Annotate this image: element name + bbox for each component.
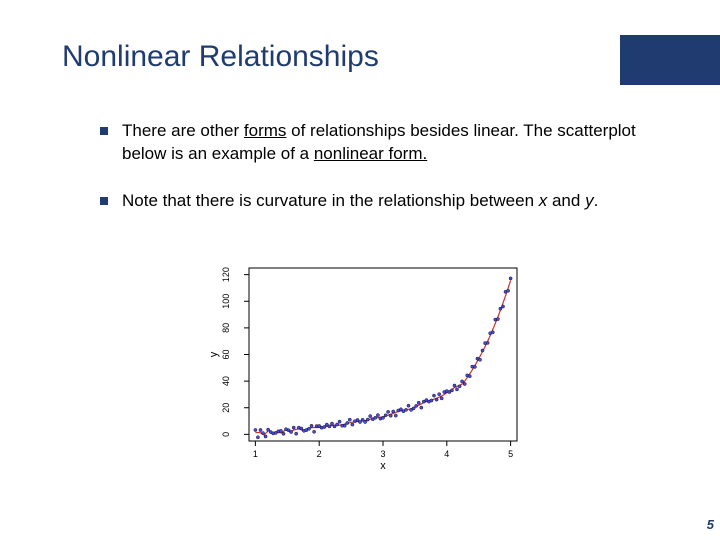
svg-text:2: 2 xyxy=(317,449,322,459)
bullet-item: Note that there is curvature in the rela… xyxy=(100,190,645,213)
svg-text:1: 1 xyxy=(253,449,258,459)
txt-italic: y xyxy=(585,191,594,210)
svg-text:x: x xyxy=(380,460,386,472)
svg-text:40: 40 xyxy=(221,376,231,386)
txt: Note that there is curvature in the rela… xyxy=(122,191,539,210)
bullet-marker xyxy=(100,127,108,135)
slide-title: Nonlinear Relationships xyxy=(62,40,379,74)
corner-accent xyxy=(620,35,720,85)
bullet-text: There are other forms of relationships b… xyxy=(122,120,645,166)
bullet-text: Note that there is curvature in the rela… xyxy=(122,190,645,213)
svg-text:y: y xyxy=(208,351,220,357)
txt-underline: nonlinear form. xyxy=(314,144,427,163)
bullet-item: There are other forms of relationships b… xyxy=(100,120,645,166)
txt: There are other xyxy=(122,121,244,140)
bullet-list: There are other forms of relationships b… xyxy=(100,120,645,237)
txt-italic: x xyxy=(539,191,548,210)
page-number: 5 xyxy=(707,517,714,532)
svg-text:120: 120 xyxy=(221,267,231,282)
txt: and xyxy=(547,191,585,210)
svg-text:20: 20 xyxy=(221,403,231,413)
svg-text:5: 5 xyxy=(508,449,513,459)
bullet-marker xyxy=(100,197,108,205)
svg-text:4: 4 xyxy=(444,449,449,459)
txt: . xyxy=(594,191,599,210)
svg-text:100: 100 xyxy=(221,294,231,309)
svg-text:3: 3 xyxy=(380,449,385,459)
svg-text:0: 0 xyxy=(221,432,231,437)
svg-text:80: 80 xyxy=(221,323,231,333)
scatter-chart: 1 2 3 4 5 0 20 40 60 80 100 120 x y xyxy=(205,260,525,475)
txt-underline: forms xyxy=(244,121,287,140)
svg-text:60: 60 xyxy=(221,349,231,359)
